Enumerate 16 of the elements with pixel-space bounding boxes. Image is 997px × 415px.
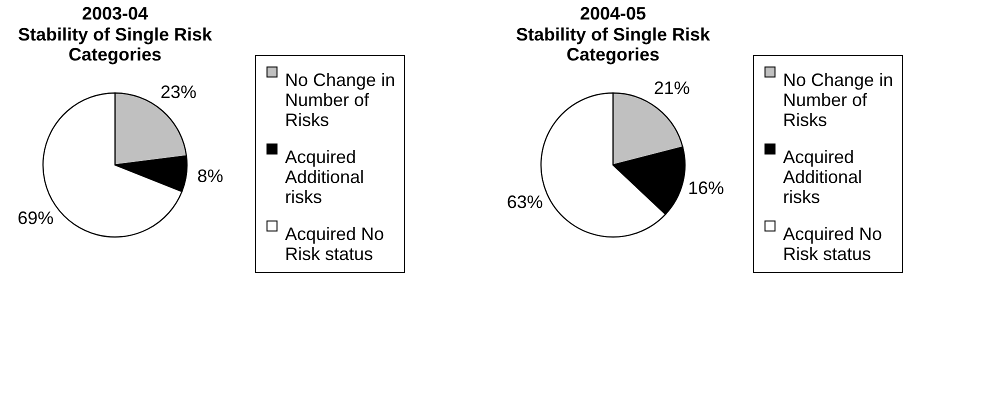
chart-subtitle: Stability of Single Risk Categories <box>18 24 213 64</box>
data-label: 63% <box>506 192 543 212</box>
data-label: 8% <box>197 166 224 186</box>
legend-label: Acquired No Risk status <box>783 224 882 264</box>
chart-title: 2004-05 <box>580 4 646 24</box>
chart-subtitle: Stability of Single Risk Categories <box>516 24 711 64</box>
data-label: 69% <box>18 208 54 228</box>
legend-label: No Change in Number of Risks <box>783 70 894 130</box>
legend-label: No Change in Number of Risks <box>285 70 396 130</box>
legend-label: Acquired No Risk status <box>285 224 384 264</box>
chart-title: 2003-04 <box>82 4 148 24</box>
legend-label: Acquired Additional risks <box>285 147 364 207</box>
data-label: 16% <box>688 178 724 198</box>
legend-label: Acquired Additional risks <box>783 147 862 207</box>
data-label: 23% <box>160 82 196 102</box>
data-label: 21% <box>654 78 690 98</box>
